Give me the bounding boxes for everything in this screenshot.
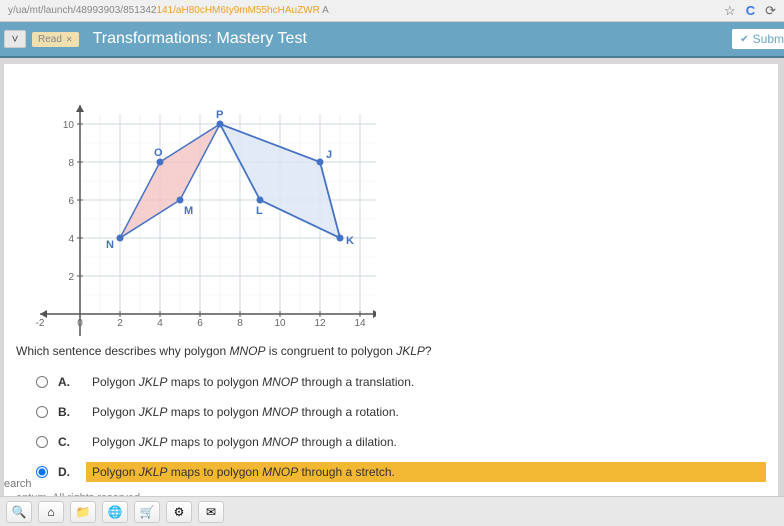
answer-option-B[interactable]: B. Polygon JKLP maps to polygon MNOP thro… [36, 402, 766, 422]
close-icon[interactable]: ✕ [66, 35, 73, 44]
answer-letter: A. [58, 375, 76, 389]
answer-radio[interactable] [36, 436, 48, 448]
url-suffix: A [320, 5, 329, 16]
svg-text:0: 0 [77, 318, 83, 329]
answer-radio[interactable] [36, 406, 48, 418]
url-part: y/ua/mt/launch/48993903/851342 [8, 5, 156, 16]
svg-text:2: 2 [68, 272, 74, 283]
answer-text: Polygon JKLP maps to polygon MNOP throug… [86, 402, 766, 422]
answer-letter: C. [58, 435, 76, 449]
taskbar-item[interactable]: 📁 [70, 501, 96, 523]
svg-text:4: 4 [68, 234, 74, 245]
taskbar-item[interactable]: ⚙ [166, 501, 192, 523]
svg-text:6: 6 [197, 318, 203, 329]
taskbar-item[interactable]: 🛒 [134, 501, 160, 523]
favorite-icon[interactable]: ☆ [724, 3, 736, 19]
svg-text:P: P [216, 109, 223, 121]
submit-button[interactable]: Subm [732, 29, 784, 49]
svg-text:14: 14 [354, 318, 366, 329]
collections-icon[interactable]: C [746, 3, 755, 18]
svg-text:K: K [346, 235, 354, 247]
svg-text:M: M [184, 205, 193, 217]
answer-option-C[interactable]: C. Polygon JKLP maps to polygon MNOP thro… [36, 432, 766, 452]
answer-option-A[interactable]: A. Polygon JKLP maps to polygon MNOP thro… [36, 372, 766, 392]
submit-label: Subm [753, 32, 784, 46]
svg-text:4: 4 [157, 318, 163, 329]
browser-address-bar: y/ua/mt/launch/48993903/851342141/aH80cH… [0, 0, 784, 22]
svg-text:8: 8 [237, 318, 243, 329]
svg-text:O: O [154, 147, 163, 159]
taskbar-item[interactable]: 🔍 [6, 501, 32, 523]
svg-text:6: 6 [68, 196, 74, 207]
svg-text:8: 8 [68, 158, 74, 169]
answer-text: Polygon JKLP maps to polygon MNOP throug… [86, 372, 766, 392]
coordinate-chart: 02468101214-2246810-2MNOPJKL [16, 76, 376, 336]
svg-text:10: 10 [274, 318, 286, 329]
question-text: Which sentence describes why polygon MNO… [16, 344, 766, 358]
svg-text:-2: -2 [36, 318, 45, 329]
search-label: earch [0, 476, 36, 492]
answer-list: A. Polygon JKLP maps to polygon MNOP thro… [36, 372, 766, 482]
read-tab[interactable]: Read ✕ [32, 32, 79, 47]
svg-text:12: 12 [314, 318, 326, 329]
taskbar-item[interactable]: ✉ [198, 501, 224, 523]
collapse-button[interactable]: ˅ [4, 30, 26, 48]
plot-svg: 02468101214-2246810-2MNOPJKL [16, 76, 376, 336]
svg-text:N: N [106, 239, 114, 251]
answer-text: Polygon JKLP maps to polygon MNOP throug… [86, 432, 766, 452]
refresh-icon[interactable]: ⟳ [765, 3, 776, 19]
url-text: y/ua/mt/launch/48993903/851342141/aH80cH… [8, 5, 724, 16]
svg-text:J: J [326, 149, 332, 161]
taskbar-item[interactable]: 🌐 [102, 501, 128, 523]
taskbar-item[interactable]: ⌂ [38, 501, 64, 523]
answer-radio[interactable] [36, 376, 48, 388]
url-highlight: 141/aH80cHM6ty9mM55hcHAuZWR [156, 5, 319, 16]
page-title: Transformations: Mastery Test [93, 30, 733, 48]
answer-option-D[interactable]: D. Polygon JKLP maps to polygon MNOP thro… [36, 462, 766, 482]
answer-letter: B. [58, 405, 76, 419]
answer-text: Polygon JKLP maps to polygon MNOP throug… [86, 462, 766, 482]
browser-controls: ☆ C ⟳ [724, 3, 776, 19]
content-panel: 02468101214-2246810-2MNOPJKL Which sente… [4, 64, 778, 512]
svg-text:2: 2 [117, 318, 123, 329]
svg-text:L: L [256, 205, 263, 217]
app-header: ˅ Read ✕ Transformations: Mastery Test S… [0, 22, 784, 58]
taskbar: 🔍 ⌂ 📁 🌐 🛒 ⚙ ✉ [0, 496, 784, 526]
svg-text:10: 10 [63, 120, 75, 131]
answer-letter: D. [58, 465, 76, 479]
answer-radio[interactable] [36, 466, 48, 478]
tab-label: Read [38, 34, 62, 45]
